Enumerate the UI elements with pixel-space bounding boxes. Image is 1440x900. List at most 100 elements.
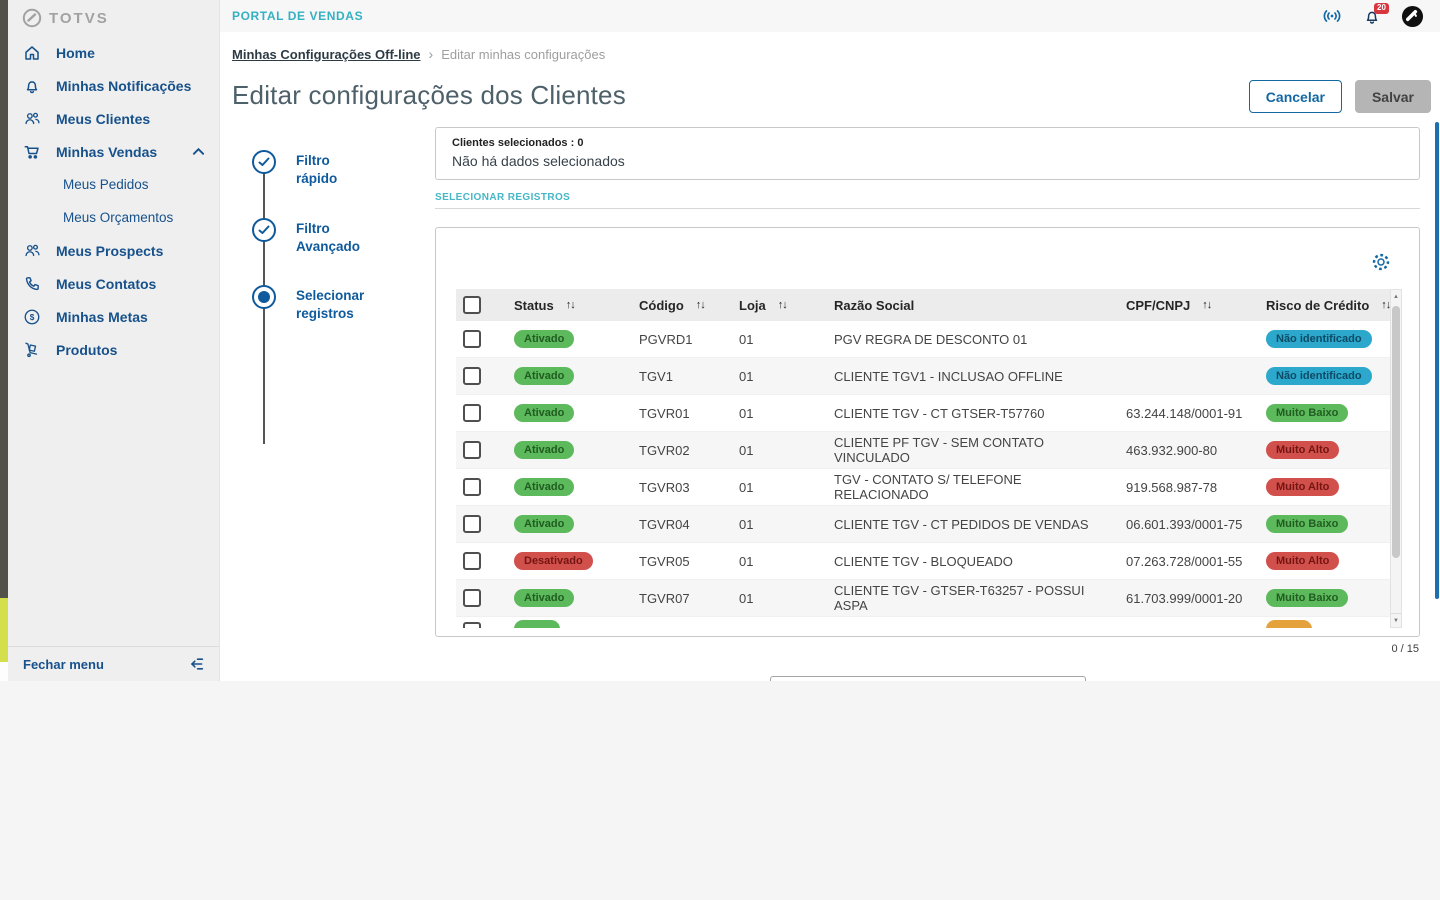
step-filtro-rapido[interactable]: Filtro rápido [252, 150, 337, 188]
status-badge [514, 620, 560, 628]
notifications-button[interactable]: 20 [1363, 2, 1389, 26]
cell-codigo: TGVR03 [639, 479, 690, 495]
table-scrollbar[interactable]: ▲ ▼ [1390, 289, 1402, 628]
cell-cpf-cnpj: 919.568.987-78 [1126, 479, 1218, 495]
chevron-up-icon[interactable] [192, 147, 205, 156]
sidebar-item-label: Meus Pedidos [63, 177, 149, 192]
totvs-account-icon[interactable] [1401, 5, 1424, 28]
column-header-cpf-cnpj[interactable]: CPF/CNPJ [1126, 297, 1191, 313]
hand-truck-icon [22, 340, 42, 360]
table-settings-button[interactable] [1371, 252, 1391, 272]
select-all-checkbox[interactable] [463, 296, 481, 314]
sidebar-item-label: Minhas Metas [56, 308, 148, 325]
row-checkbox[interactable] [463, 515, 481, 533]
section-divider [435, 208, 1420, 209]
status-badge: Ativado [514, 330, 575, 348]
status-badge: Ativado [514, 441, 575, 459]
risk-badge [1266, 620, 1312, 628]
row-checkbox[interactable] [463, 622, 481, 628]
row-checkbox[interactable] [463, 441, 481, 459]
step-done-icon [252, 218, 276, 242]
records-table: Status ↑↓ Código ↑↓ Loja ↑↓ Razão Social CP… [456, 289, 1402, 628]
column-header-razao-social[interactable]: Razão Social [834, 297, 915, 313]
step-label: Filtro Avançado [296, 221, 361, 254]
sort-icon[interactable]: ↑↓ [695, 299, 706, 311]
table-scrollbar-thumb[interactable] [1392, 306, 1400, 558]
column-header-status[interactable]: Status [514, 297, 554, 313]
phone-icon [22, 274, 42, 294]
sort-icon[interactable]: ↑↓ [777, 299, 788, 311]
sidebar-item-clientes[interactable]: Meus Clientes [8, 102, 219, 135]
cell-cpf-cnpj: 06.601.393/0001-75 [1126, 516, 1243, 532]
sidebar-item-home[interactable]: Home [8, 36, 219, 69]
row-checkbox[interactable] [463, 478, 481, 496]
sidebar-item-label: Meus Clientes [56, 110, 151, 127]
cell-codigo: TGVR04 [639, 516, 690, 532]
sidebar-item-vendas[interactable]: Minhas Vendas [8, 135, 219, 168]
scroll-down-arrow-icon[interactable]: ▼ [1391, 613, 1401, 627]
cancel-button[interactable]: Cancelar [1248, 80, 1342, 113]
close-menu-label: Fechar menu [23, 656, 104, 672]
table-row: Ativado PGVRD1 01 PGV REGRA DE DESCONTO … [456, 321, 1402, 358]
page-scrollbar[interactable] [1435, 122, 1439, 599]
sidebar-item-label: Minhas Vendas [56, 143, 158, 160]
table-row: Ativado TGVR04 01 CLIENTE TGV - CT PEDID… [456, 506, 1402, 543]
sidebar-item-label: Meus Contatos [56, 275, 157, 292]
save-button[interactable]: Salvar [1354, 80, 1431, 113]
cell-razao-social: CLIENTE TGV1 - INCLUSAO OFFLINE [834, 368, 1063, 384]
row-checkbox[interactable] [463, 367, 481, 385]
status-badge: Ativado [514, 478, 575, 496]
step-selecionar-registros[interactable]: Selecionar registros [252, 285, 364, 323]
risk-badge: Muito Baixo [1266, 589, 1349, 607]
row-checkbox[interactable] [463, 552, 481, 570]
step-current-icon [252, 285, 276, 309]
section-label-selecionar-registros: SELECIONAR REGISTROS [435, 192, 571, 203]
step-label: Selecionar registros [296, 288, 365, 321]
sort-icon[interactable]: ↑↓ [1202, 299, 1212, 311]
table-row: Ativado TGVR02 01 CLIENTE PF TGV - SEM C… [456, 432, 1402, 469]
sort-icon[interactable]: ↑↓ [565, 299, 576, 311]
cell-loja: 01 [739, 479, 754, 495]
close-menu-button[interactable]: Fechar menu [8, 646, 219, 681]
step-filtro-avancado[interactable]: Filtro Avançado [252, 218, 360, 256]
sidebar-item-prospects[interactable]: Meus Prospects [8, 234, 219, 267]
sidebar-item-label: Meus Orçamentos [63, 210, 174, 225]
scroll-up-arrow-icon[interactable]: ▲ [1393, 294, 1399, 300]
column-header-risco-credito[interactable]: Risco de Crédito [1266, 297, 1370, 313]
cell-razao-social: CLIENTE TGV - CT PEDIDOS DE VENDAS [834, 516, 1089, 532]
signal-icon[interactable] [1321, 8, 1343, 24]
sidebar-item-label: Minhas Notificações [56, 77, 192, 94]
sidebar-item-orcamentos[interactable]: Meus Orçamentos [8, 201, 219, 234]
cell-razao-social: CLIENTE TGV - CT GTSER-T57760 [834, 405, 1045, 421]
cell-cpf-cnpj: 61.703.999/0001-20 [1126, 590, 1243, 606]
table-row: Ativado TGVR07 01 CLIENTE TGV - GTSER-T6… [456, 580, 1402, 617]
breadcrumb-parent-link[interactable]: Minhas Configurações Off-line [232, 46, 421, 62]
risk-badge: Muito Baixo [1266, 404, 1349, 422]
row-checkbox[interactable] [463, 404, 481, 422]
cell-razao-social: TGV - CONTATO S/ TELEFONE RELACIONADO [834, 472, 1022, 502]
cell-loja: 01 [739, 442, 754, 458]
row-checkbox[interactable] [463, 330, 481, 348]
sidebar-item-notificacoes[interactable]: Minhas Notificações [8, 69, 219, 102]
people-icon [22, 241, 42, 261]
home-icon [22, 43, 42, 63]
sidebar-item-produtos[interactable]: Produtos [8, 333, 219, 366]
row-checkbox[interactable] [463, 589, 481, 607]
cell-loja: 01 [739, 331, 754, 347]
cell-loja: 01 [739, 553, 754, 569]
sidebar-item-pedidos[interactable]: Meus Pedidos [8, 168, 219, 201]
column-header-codigo[interactable]: Código [639, 297, 684, 313]
selected-clients-empty-text: Não há dados selecionados [452, 153, 625, 169]
dollar-circle-icon: $ [22, 307, 42, 327]
sidebar-item-metas[interactable]: $ Minhas Metas [8, 300, 219, 333]
left-edge-lime-segment [0, 598, 8, 662]
column-header-loja[interactable]: Loja [739, 297, 766, 313]
sort-icon[interactable]: ↑↓ [1381, 299, 1391, 311]
load-more-button-clipped[interactable] [770, 676, 1086, 681]
step-done-icon [252, 150, 276, 174]
app-title: PORTAL DE VENDAS [232, 9, 364, 23]
breadcrumb-separator-icon: › [428, 46, 434, 62]
sidebar-item-contatos[interactable]: Meus Contatos [8, 267, 219, 300]
totvs-logo-icon [22, 8, 42, 28]
cell-cpf-cnpj: 463.932.900-80 [1126, 442, 1218, 458]
